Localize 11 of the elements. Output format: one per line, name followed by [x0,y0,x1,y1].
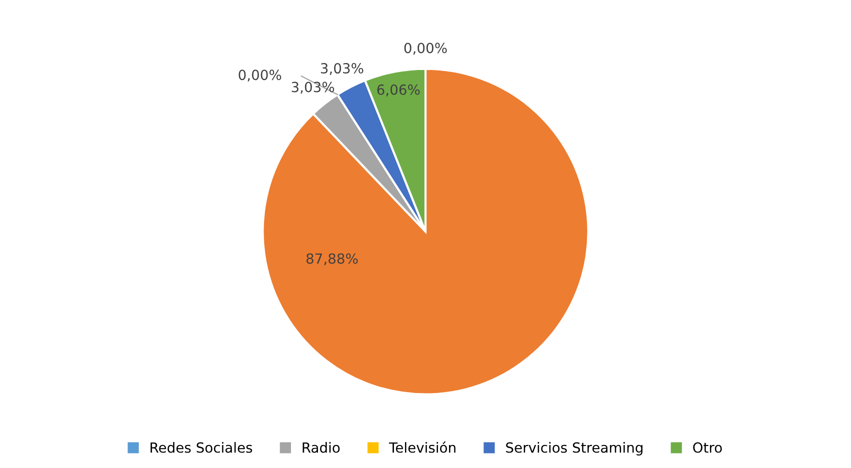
legend-label: Radio [302,442,340,453]
data-label: 3,03% [292,82,334,94]
data-label: 3,03% [320,63,364,75]
legend-label: Servicios Streaming [506,442,642,456]
legend-label: Otro [693,442,722,453]
text: 0,00% [404,42,447,55]
legend-label: Televisión [388,442,456,453]
data-label: 87,88% [306,253,358,266]
data-label: 6,06% [377,84,420,96]
text: 0,00% [238,70,282,82]
legend-label: Redes Sociales [150,442,252,453]
